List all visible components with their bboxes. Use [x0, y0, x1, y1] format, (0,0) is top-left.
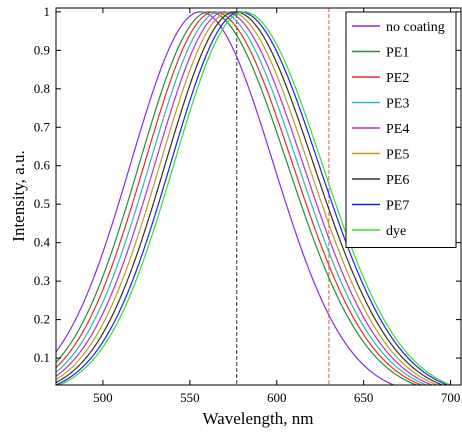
y-tick-label: 0.2	[34, 312, 50, 327]
y-tick-label: 0.5	[34, 196, 50, 211]
y-tick-label: 0.3	[34, 273, 50, 288]
series-line	[56, 11, 444, 385]
series-line	[56, 11, 434, 385]
legend-label: no coating	[386, 20, 445, 35]
y-tick-label: 0.6	[34, 158, 51, 173]
y-tick-label: 0.8	[34, 81, 50, 96]
x-tick-label: 550	[180, 390, 200, 405]
legend: no coating PE1 PE2 PE3 PE4 PE5 PE6 PE7 dye	[345, 11, 457, 248]
vertical-markers	[236, 8, 330, 385]
legend-label: PE1	[386, 46, 409, 61]
series-line	[56, 11, 450, 385]
x-axis-title: Wavelength, nm	[203, 409, 314, 428]
x-tick-label: 600	[267, 390, 287, 405]
y-tick-label: 1	[44, 4, 51, 19]
legend-label: PE3	[386, 97, 409, 112]
y-tick-label: 0.4	[34, 235, 51, 250]
x-tick-label: 500	[93, 390, 113, 405]
y-tick-label: 0.1	[34, 350, 50, 365]
legend-label: PE4	[386, 122, 409, 137]
x-axis: 500 550 600 650 700	[93, 8, 460, 405]
series-line	[58, 11, 453, 385]
legend-label: PE6	[386, 173, 409, 188]
legend-label: PE7	[386, 199, 409, 214]
y-axis-title: Intensity, a.u.	[9, 150, 28, 241]
legend-label: PE2	[386, 71, 409, 86]
plot-frame	[55, 7, 462, 386]
series-line	[56, 11, 429, 385]
y-axis: 0.1 0.2 0.3 0.4 0.5 0.6 0.7 0.8 0.9 1	[34, 4, 461, 365]
legend-label: dye	[386, 224, 406, 239]
legend-label: PE5	[386, 148, 409, 163]
series-line	[56, 11, 439, 385]
series-lines	[56, 11, 453, 385]
y-tick-label: 0.9	[34, 42, 50, 57]
series-line	[56, 11, 424, 385]
x-tick-label: 650	[354, 390, 374, 405]
series-line	[56, 11, 418, 385]
y-tick-label: 0.7	[34, 119, 51, 134]
x-tick-label: 700	[441, 390, 461, 405]
